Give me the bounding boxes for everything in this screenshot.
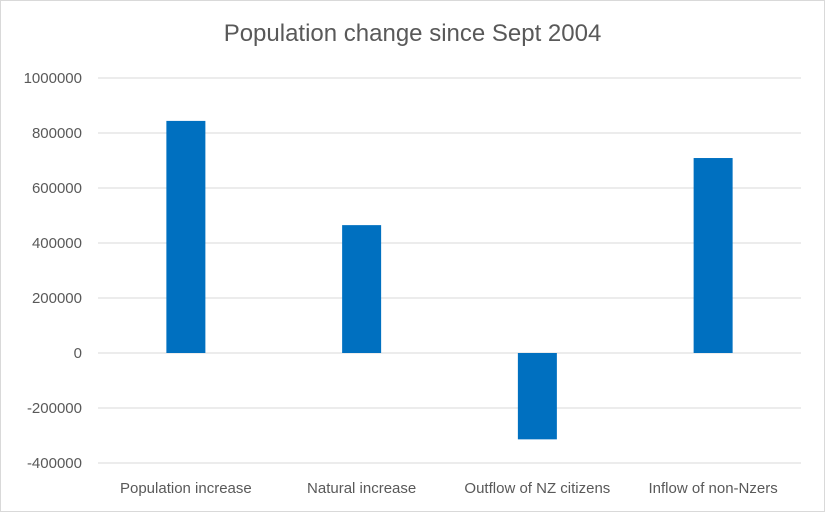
bar: [166, 120, 206, 354]
bar: [693, 158, 733, 353]
y-tick-label: -200000: [27, 400, 82, 417]
x-tick-label: Natural increase: [307, 480, 416, 497]
x-tick-label: Population increase: [120, 480, 252, 497]
y-tick-label: 200000: [32, 290, 82, 307]
y-tick-label: 800000: [32, 125, 82, 142]
bar: [342, 225, 382, 353]
y-tick-label: -400000: [27, 455, 82, 472]
chart-title: Population change since Sept 2004: [223, 20, 602, 47]
y-tick-label: 0: [74, 345, 82, 362]
x-tick-label: Outflow of NZ citizens: [464, 480, 610, 497]
y-tick-label: 1000000: [24, 70, 82, 87]
x-tick-label: Inflow of non-Nzers: [649, 480, 778, 497]
y-tick-label: 400000: [32, 235, 82, 252]
bar: [517, 353, 557, 440]
y-tick-label: 600000: [32, 180, 82, 197]
